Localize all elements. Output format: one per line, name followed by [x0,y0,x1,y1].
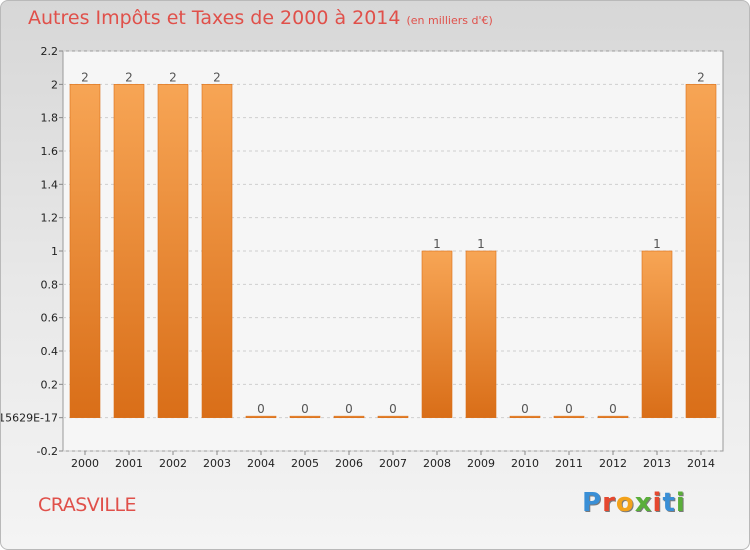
chart-title-text: Autres Impôts et Taxes de 2000 à 2014 [28,7,401,29]
data-label: 2 [213,70,221,84]
y-tick-label: 2 [51,78,58,91]
bar [157,84,189,418]
y-tick-label: 2.2 [41,45,59,58]
bar [201,84,233,418]
y-tick-label: 0.8 [41,278,59,291]
x-tick-label: 2001 [115,457,143,470]
data-label: 2 [125,70,133,84]
logo-letter: i [652,488,663,518]
bar [597,415,629,418]
bar [553,415,585,418]
data-label: 2 [697,70,705,84]
y-tick-label: 0.4 [41,345,59,358]
x-tick-label: 2010 [511,457,539,470]
logo-letter: P [582,488,603,518]
bar [245,415,277,418]
logo-letter: x [634,488,653,518]
data-label: 1 [653,237,661,251]
place-name: CRASVILLE [38,494,137,516]
y-tick-label: 1.4 [41,178,59,191]
bar [685,84,717,418]
y-tick-label: 1 [51,245,58,258]
bar [509,415,541,418]
y-tick-label: 1.6 [41,145,59,158]
x-tick-label: 2006 [335,457,363,470]
chart-subtitle: (en milliers d'€) [406,14,493,27]
y-tick-label: 0.2 [41,378,59,391]
data-label: 0 [521,402,529,416]
x-tick-label: 2008 [423,457,451,470]
data-label: 0 [301,402,309,416]
bar [333,415,365,418]
data-label: 0 [345,402,353,416]
bar [421,250,453,418]
logo-letter: i [675,488,686,518]
data-labels: 2 2 2 2 0 0 0 0 1 1 0 0 0 1 2 [81,70,705,416]
x-tick-label: 2014 [687,457,715,470]
x-tick-label: 2009 [467,457,495,470]
y-tick-label: -0.2 [37,445,58,458]
x-tick-label: 2004 [247,457,275,470]
bar [377,415,409,418]
data-label: 0 [565,402,573,416]
bar [113,84,145,418]
logo-letter: t [662,488,676,518]
x-tick-label: 2011 [555,457,583,470]
x-tick-label: 2005 [291,457,319,470]
data-label: 0 [609,402,617,416]
data-label: 2 [169,70,177,84]
logo-letter: r [602,488,616,518]
data-label: 1 [433,237,441,251]
y-axis-ticks: 2.2 2 1.8 1.6 1.4 1.2 1 0.8 0.6 0.4 0.2 -1.15629E-1… [1,45,63,458]
data-label: 2 [81,70,89,84]
data-label: 1 [477,237,485,251]
bar [289,415,321,418]
x-tick-label: 2000 [71,457,99,470]
x-tick-label: 2013 [643,457,671,470]
proxiti-logo[interactable]: Proxiti [582,488,686,518]
y-tick-label: 1.8 [41,112,59,125]
logo-letter: o [615,488,635,518]
bar [69,84,101,418]
data-label: 0 [257,402,265,416]
x-tick-label: 2003 [203,457,231,470]
x-axis-ticks: 2000 2001 2002 2003 2004 2005 2006 2007 2008 2009… [71,451,715,470]
bar [465,250,497,418]
x-tick-label: 2007 [379,457,407,470]
x-tick-label: 2002 [159,457,187,470]
x-tick-label: 2012 [599,457,627,470]
chart-title: Autres Impôts et Taxes de 2000 à 2014 (en… [28,7,493,29]
y-tick-label: 1.2 [41,212,59,225]
bar [641,250,673,418]
y-tick-label: -1.15629E-17 [1,412,58,425]
y-tick-label: 0.6 [41,312,59,325]
bars [69,84,717,418]
data-label: 0 [389,402,397,416]
